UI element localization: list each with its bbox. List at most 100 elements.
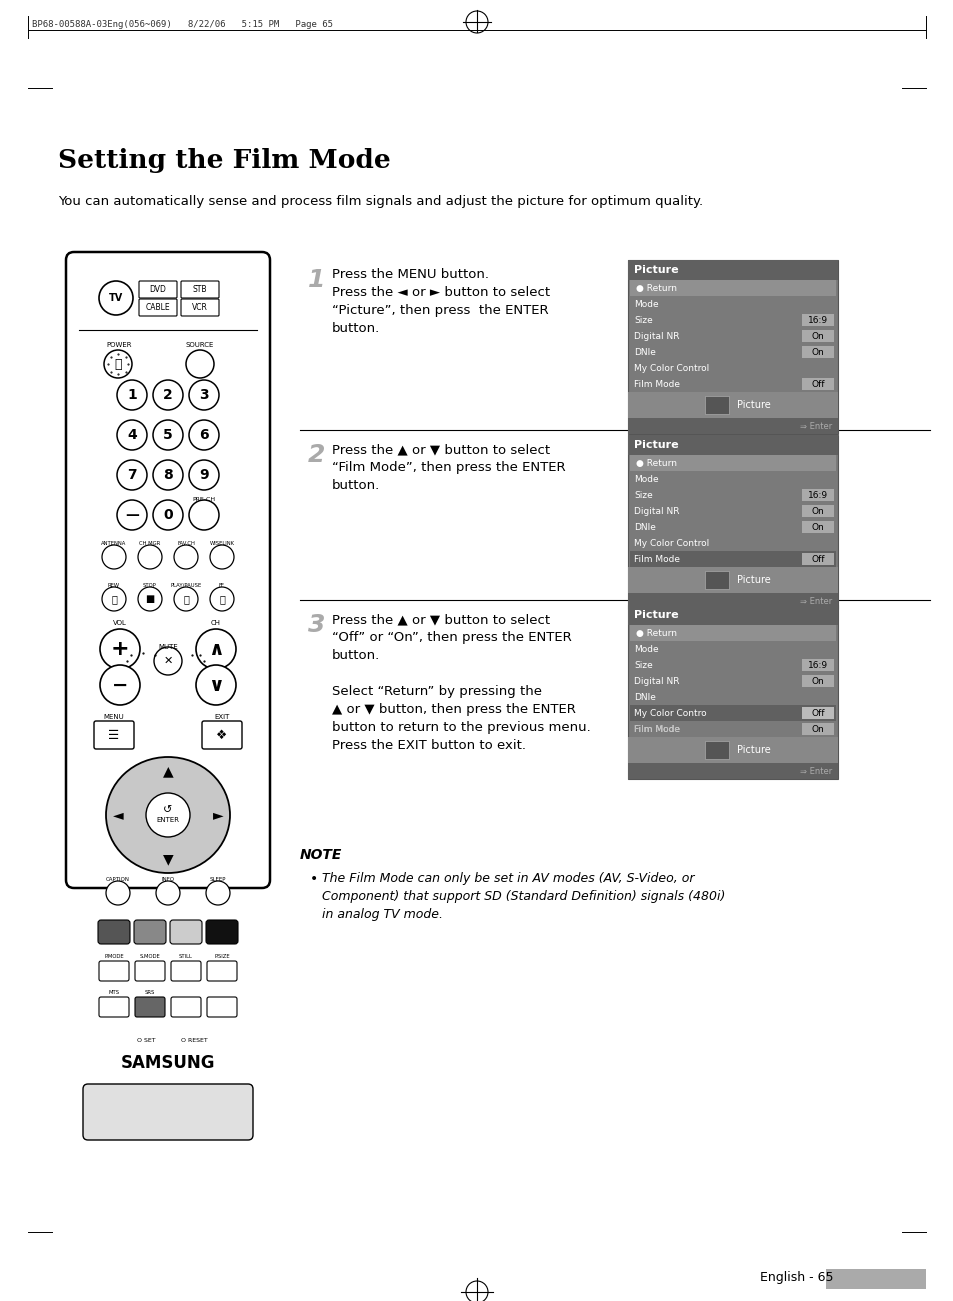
- Circle shape: [152, 420, 183, 450]
- Text: ⏻: ⏻: [114, 358, 122, 371]
- Circle shape: [146, 794, 190, 837]
- Circle shape: [189, 461, 219, 490]
- Text: Picture: Picture: [634, 265, 678, 275]
- Text: On: On: [811, 725, 823, 734]
- Text: ∨: ∨: [208, 675, 224, 695]
- Text: ⇒ Enter: ⇒ Enter: [799, 596, 831, 605]
- Text: —: —: [125, 507, 139, 522]
- Circle shape: [117, 380, 147, 410]
- Text: 5: 5: [163, 428, 172, 442]
- Text: Picture: Picture: [737, 745, 770, 755]
- Text: VOL: VOL: [113, 621, 127, 626]
- Text: 2: 2: [163, 388, 172, 402]
- Text: Digital NR: Digital NR: [634, 506, 679, 515]
- Bar: [801, 520, 833, 533]
- Text: ↺: ↺: [163, 805, 172, 814]
- Text: CAPTION: CAPTION: [106, 877, 130, 882]
- Text: Off: Off: [810, 554, 824, 563]
- FancyBboxPatch shape: [98, 920, 130, 945]
- Text: Size: Size: [634, 490, 652, 500]
- Text: O SET: O SET: [136, 1038, 155, 1043]
- Circle shape: [189, 380, 219, 410]
- Text: Film Mode: Film Mode: [634, 554, 679, 563]
- Text: ∧: ∧: [208, 640, 224, 658]
- Text: 0: 0: [163, 507, 172, 522]
- Bar: [627, 435, 837, 609]
- FancyBboxPatch shape: [139, 281, 177, 298]
- Circle shape: [102, 587, 126, 611]
- Text: On: On: [811, 506, 823, 515]
- Ellipse shape: [106, 757, 230, 873]
- Text: My Color Control: My Color Control: [634, 363, 708, 372]
- FancyBboxPatch shape: [202, 721, 242, 749]
- Circle shape: [152, 461, 183, 490]
- Text: You can automatically sense and process film signals and adjust the picture for : You can automatically sense and process …: [58, 195, 702, 208]
- Bar: [627, 736, 837, 762]
- Bar: [629, 297, 835, 312]
- Text: Digital NR: Digital NR: [634, 332, 679, 341]
- Text: •: •: [310, 872, 318, 886]
- Text: SAMSUNG: SAMSUNG: [121, 1054, 215, 1072]
- Text: SLEEP: SLEEP: [210, 877, 226, 882]
- Bar: [629, 487, 835, 503]
- Bar: [629, 376, 835, 392]
- FancyBboxPatch shape: [207, 997, 236, 1017]
- Text: EXIT: EXIT: [214, 714, 230, 719]
- Text: CH: CH: [211, 621, 221, 626]
- Circle shape: [102, 545, 126, 569]
- Circle shape: [117, 420, 147, 450]
- Circle shape: [173, 587, 198, 611]
- Text: ►: ►: [213, 808, 223, 822]
- Text: DNIe: DNIe: [634, 692, 655, 701]
- Bar: [801, 379, 833, 390]
- Bar: [627, 567, 837, 593]
- FancyBboxPatch shape: [171, 961, 201, 981]
- Bar: [627, 260, 837, 435]
- Bar: [627, 605, 837, 624]
- Text: DNIe: DNIe: [634, 347, 655, 356]
- Text: Picture: Picture: [737, 575, 770, 585]
- Circle shape: [210, 587, 233, 611]
- Circle shape: [210, 545, 233, 569]
- Text: 16:9: 16:9: [807, 490, 827, 500]
- Bar: [629, 641, 835, 657]
- Text: Press the ▲ or ▼ button to select
“Off” or “On”, then press the ENTER
button.

S: Press the ▲ or ▼ button to select “Off” …: [332, 613, 590, 752]
- Bar: [801, 505, 833, 516]
- Text: 9: 9: [199, 468, 209, 481]
- Bar: [627, 435, 837, 455]
- Text: MTS: MTS: [109, 990, 119, 995]
- Text: ✕: ✕: [163, 656, 172, 666]
- FancyBboxPatch shape: [181, 281, 219, 298]
- FancyBboxPatch shape: [135, 997, 165, 1017]
- Circle shape: [100, 628, 140, 669]
- Text: 16:9: 16:9: [807, 316, 827, 324]
- Text: On: On: [811, 677, 823, 686]
- Text: O RESET: O RESET: [180, 1038, 207, 1043]
- Bar: [629, 673, 835, 690]
- Bar: [629, 657, 835, 673]
- Text: ▼: ▼: [163, 852, 173, 866]
- Bar: [629, 503, 835, 519]
- Text: ● Return: ● Return: [636, 284, 677, 293]
- Text: 1: 1: [308, 268, 325, 291]
- FancyBboxPatch shape: [181, 299, 219, 316]
- Text: INFO: INFO: [161, 877, 174, 882]
- FancyBboxPatch shape: [66, 252, 270, 889]
- Bar: [629, 280, 835, 297]
- Bar: [629, 328, 835, 343]
- Bar: [629, 552, 835, 567]
- FancyBboxPatch shape: [206, 920, 237, 945]
- FancyBboxPatch shape: [135, 961, 165, 981]
- Bar: [704, 742, 728, 758]
- Circle shape: [153, 647, 182, 675]
- Text: 4: 4: [127, 428, 136, 442]
- Text: English - 65: English - 65: [760, 1271, 833, 1284]
- Text: 6: 6: [199, 428, 209, 442]
- Text: ⏭: ⏭: [219, 595, 225, 604]
- Text: ⏯: ⏯: [183, 595, 189, 604]
- Text: ❖: ❖: [216, 729, 228, 742]
- Text: ■: ■: [145, 595, 154, 604]
- Circle shape: [156, 881, 180, 905]
- Bar: [627, 762, 837, 779]
- Text: On: On: [811, 347, 823, 356]
